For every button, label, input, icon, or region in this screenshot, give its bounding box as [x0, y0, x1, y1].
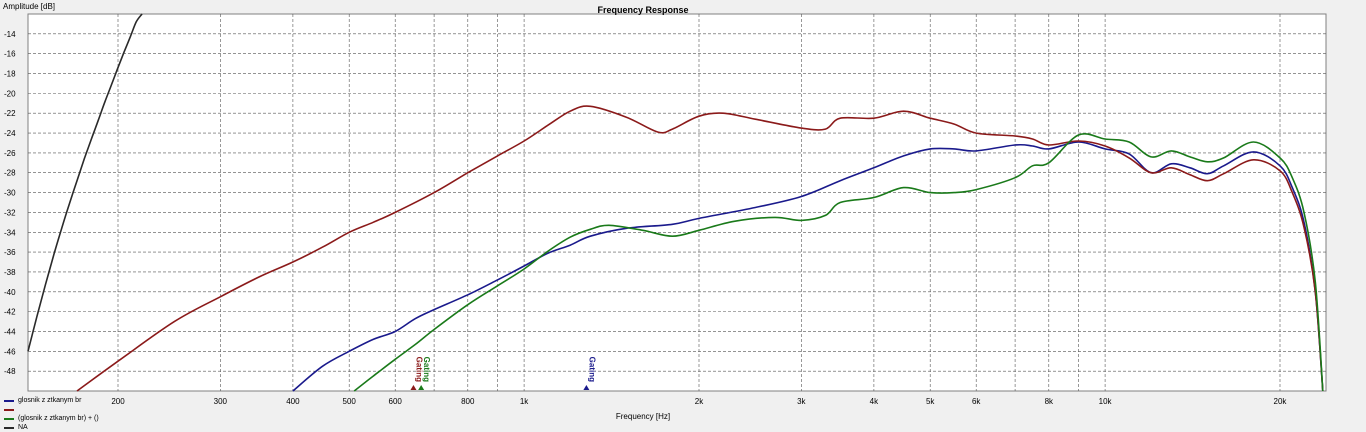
- y-tick-label: -40: [4, 288, 16, 297]
- y-tick-label: -36: [4, 248, 16, 257]
- legend-label: NA: [18, 424, 28, 431]
- legend-item: NA: [4, 423, 99, 432]
- legend-swatch: [4, 426, 14, 429]
- x-axis-label: Frequency [Hz]: [616, 412, 670, 421]
- y-tick-label: -16: [4, 50, 16, 59]
- legend-label: (glosnik z ztkanym br) + (): [18, 415, 99, 422]
- y-tick-label: -32: [4, 208, 16, 217]
- x-tick-label: 500: [343, 397, 357, 406]
- y-tick-label: -14: [4, 30, 16, 39]
- series-line: [76, 105, 1324, 392]
- legend-label: glosnik z ztkanym br: [18, 397, 82, 404]
- gating-marker: Gating: [583, 357, 596, 390]
- x-tick-label: 1k: [520, 397, 529, 406]
- y-tick-label: -22: [4, 109, 16, 118]
- gating-marker-label: Gating: [414, 357, 423, 382]
- y-tick-label: -26: [4, 149, 16, 158]
- legend-swatch: [4, 399, 14, 402]
- y-tick-label: -38: [4, 268, 16, 277]
- gating-marker-triangle: [418, 385, 425, 390]
- gating-marker-triangle: [583, 385, 590, 390]
- gating-marker-label: Gating: [422, 357, 431, 382]
- gating-marker-triangle: [410, 385, 417, 390]
- y-axis-label: Amplitude [dB]: [3, 2, 55, 11]
- series-line: [353, 133, 1324, 392]
- y-tick-label: -30: [4, 189, 16, 198]
- x-tick-label: 2k: [695, 397, 704, 406]
- legend: glosnik z ztkanym br (glosnik z ztkanym b…: [4, 396, 99, 432]
- x-tick-label: 10k: [1099, 397, 1113, 406]
- chart-title: Frequency Response: [597, 5, 688, 15]
- y-tick-label: -18: [4, 70, 16, 79]
- grid: [28, 14, 1326, 391]
- series-group: [27, 13, 1324, 392]
- series-line: [27, 13, 143, 352]
- legend-item: (glosnik z ztkanym br) + (): [4, 414, 99, 423]
- legend-item: [4, 405, 99, 414]
- x-tick-label: 300: [214, 397, 228, 406]
- x-tick-label: 200: [111, 397, 125, 406]
- plot-area: [27, 13, 1327, 392]
- x-tick-label: 3k: [797, 397, 806, 406]
- x-tick-label: 4k: [870, 397, 879, 406]
- x-tick-label: 400: [286, 397, 300, 406]
- gating-marker: Gating: [418, 357, 431, 390]
- legend-swatch: [4, 408, 14, 411]
- y-tick-label: -24: [4, 129, 16, 138]
- y-tick-label: -44: [4, 327, 16, 336]
- series-line: [292, 141, 1324, 392]
- x-tick-label: 6k: [972, 397, 981, 406]
- x-tick-labels: 200 300 400 500 600 800 1k 2k 3k 4k 5k 6k 8k 10k 20k: [111, 397, 1287, 406]
- gating-marker-label: Gating: [587, 357, 596, 382]
- y-tick-label: -46: [4, 347, 16, 356]
- y-tick-label: -28: [4, 169, 16, 178]
- legend-item: glosnik z ztkanym br: [4, 396, 99, 405]
- x-tick-label: 800: [461, 397, 475, 406]
- x-tick-label: 5k: [926, 397, 935, 406]
- x-tick-label: 8k: [1045, 397, 1054, 406]
- x-tick-label: 20k: [1274, 397, 1288, 406]
- y-tick-labels: -14 -16 -18 -20 -22 -24 -26 -28 -30 -32 -34 -36 -38 -…: [4, 30, 16, 376]
- y-tick-label: -42: [4, 308, 16, 317]
- y-tick-label: -34: [4, 228, 16, 237]
- legend-swatch: [4, 417, 14, 420]
- y-tick-label: -20: [4, 89, 16, 98]
- x-tick-label: 600: [389, 397, 403, 406]
- gating-marker: Gating: [410, 357, 423, 390]
- y-tick-label: -48: [4, 367, 16, 376]
